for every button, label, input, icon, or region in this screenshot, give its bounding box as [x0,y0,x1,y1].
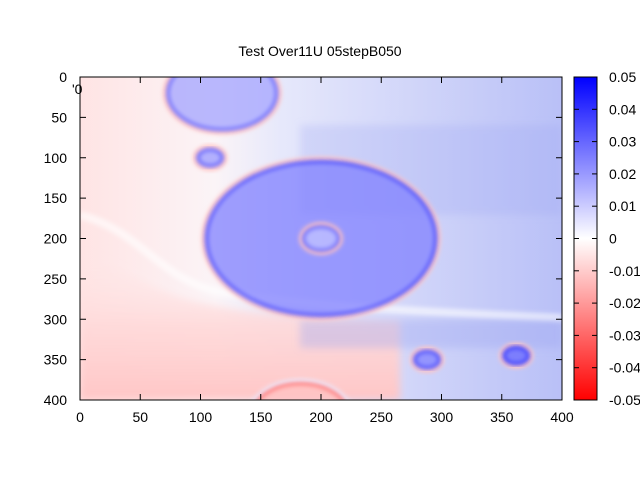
chart-title: Test Over11U 05stepB050 [238,43,401,59]
y-tick-label-0: 0 [59,69,67,85]
x-tick-label-0: 0 [76,409,84,425]
feature-halo-2 [162,77,282,135]
colorbar-tick-label-4: 0.01 [609,198,636,214]
feature-halo-6 [252,378,349,400]
feature-circle-5 [502,346,530,365]
feature-halo-0 [201,156,441,321]
colorbar-ticks: 0.05 0.04 0.03 0.02 0.01 0 -0.01 -0.02 -0.03 -0.0… [574,69,640,408]
heatmap-red-region [80,250,400,400]
colorbar-tick-label-7: -0.02 [609,295,640,311]
y-tick-label-5: 250 [44,271,68,287]
y-tick-label-8: 400 [44,392,68,408]
heatmap-area [80,77,562,400]
feature-circle-1 [302,225,340,252]
y-tick-label-1: 50 [51,109,67,125]
feature-halo-1 [299,222,343,255]
stray-label: '0 [72,81,83,97]
x-tick-label-8: 400 [550,409,574,425]
colorbar-tick-label-0: 0.05 [609,69,636,85]
x-tick-label-2: 100 [189,409,213,425]
feature-circle-4 [413,350,441,369]
feature-circle-3 [196,148,224,168]
feature-circle-2 [166,77,278,131]
y-tick-label-7: 350 [44,352,68,368]
x-tick-label-3: 150 [249,409,273,425]
x-tick-label-7: 350 [490,409,514,425]
heatmap-features [162,77,534,400]
colorbar-tick-label-6: -0.01 [609,263,640,279]
feature-halo-3 [193,144,228,171]
y-tick-label-3: 150 [44,190,68,206]
colorbar-tick-label-8: -0.03 [609,327,640,343]
feature-halo-5 [499,342,534,369]
colorbar-tick-label-3: 0.02 [609,166,636,182]
x-tick-label-1: 50 [132,409,148,425]
x-tick-label-5: 250 [370,409,394,425]
colorbar-tick-label-1: 0.04 [609,101,636,117]
y-tick-label-2: 100 [44,150,68,166]
colorbar-tick-label-9: -0.04 [609,360,640,376]
colorbar-tick-label-2: 0.03 [609,134,636,150]
x-tick-label-4: 200 [309,409,333,425]
y-tick-label-4: 200 [44,231,68,247]
y-axis: 0 50 100 150 200 250 300 350 400 [44,69,562,408]
x-axis: 0 50 100 150 200 250 300 350 400 [76,77,574,425]
y-tick-label-6: 300 [44,311,68,327]
colorbar-tick-label-5: 0 [609,231,617,247]
colorbar-tick-label-10: -0.05 [609,392,640,408]
feature-halo-4 [409,346,445,373]
x-tick-label-6: 300 [430,409,454,425]
